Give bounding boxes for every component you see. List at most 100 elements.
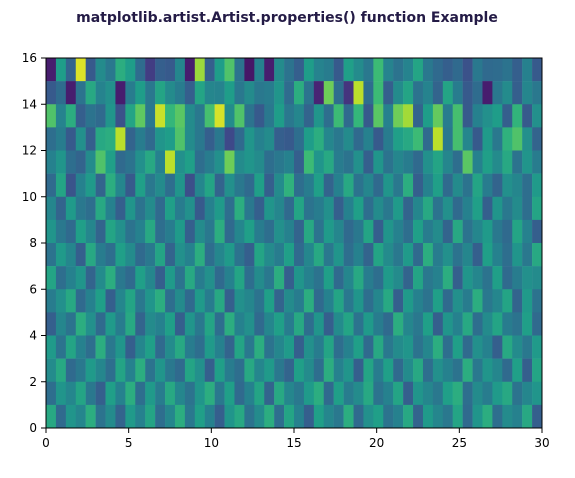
heatmap-cell (284, 150, 295, 174)
heatmap-cell (234, 104, 245, 128)
heatmap-cell (393, 335, 404, 359)
heatmap-cell (532, 127, 543, 151)
heatmap-cell (46, 289, 57, 313)
heatmap-cell (393, 289, 404, 313)
heatmap-cell (165, 243, 176, 267)
heatmap-cell (125, 335, 136, 359)
x-tick-label: 25 (452, 436, 467, 450)
heatmap-cell (363, 335, 374, 359)
heatmap-cell (85, 266, 96, 290)
heatmap-cell (65, 127, 77, 151)
heatmap-cell (353, 81, 364, 105)
heatmap-cell (75, 81, 86, 105)
heatmap-cell (224, 358, 235, 382)
heatmap-cell (75, 289, 86, 313)
heatmap-cell (224, 173, 235, 197)
heatmap-cell (65, 196, 77, 221)
heatmap-cell (532, 312, 543, 336)
heatmap-cell (46, 58, 57, 82)
heatmap-cell (403, 335, 414, 359)
heatmap-cell (313, 104, 325, 128)
heatmap-cell (284, 266, 295, 290)
heatmap-cell (373, 150, 384, 174)
heatmap-cell (383, 404, 394, 429)
heatmap-cell (274, 358, 285, 382)
heatmap-cell (204, 104, 215, 128)
heatmap-cell (472, 150, 483, 174)
heatmap-cell (522, 243, 533, 267)
heatmap-cell (254, 196, 265, 221)
heatmap-cell (383, 289, 394, 313)
heatmap-cell (413, 150, 424, 174)
heatmap-cell (482, 58, 493, 82)
heatmap-cell (95, 58, 106, 82)
heatmap-cell (244, 58, 255, 82)
heatmap-cell (184, 196, 196, 221)
heatmap-cell (422, 104, 434, 128)
heatmap-cell (274, 173, 285, 197)
heatmap-cell (363, 81, 374, 105)
heatmap-cell (55, 289, 67, 313)
heatmap-cell (532, 266, 543, 290)
heatmap-cell (532, 404, 543, 429)
heatmap-cell (214, 358, 225, 382)
heatmap-cell (204, 381, 215, 406)
heatmap-cell (482, 127, 493, 151)
heatmap-cell (313, 381, 325, 406)
heatmap-cell (65, 81, 77, 105)
heatmap-cell (502, 150, 513, 174)
heatmap-cell (174, 81, 186, 105)
heatmap-cell (383, 335, 394, 359)
heatmap-cell (294, 173, 305, 197)
heatmap-cell (244, 381, 255, 406)
heatmap-cell (422, 266, 434, 290)
heatmap-cell (462, 404, 473, 429)
heatmap-cell (363, 219, 374, 244)
heatmap-cell (373, 196, 384, 221)
heatmap-cell (482, 104, 493, 128)
heatmap-cell (422, 173, 434, 197)
heatmap-cell (522, 81, 533, 105)
heatmap-cell (323, 150, 334, 174)
heatmap-cell (472, 381, 483, 406)
heatmap-cell (135, 104, 146, 128)
heatmap-cell (333, 266, 344, 290)
heatmap-cell (155, 381, 166, 406)
heatmap-cell (274, 127, 285, 151)
heatmap-cell (224, 81, 235, 105)
heatmap-cell (254, 289, 265, 313)
heatmap-cell (95, 81, 106, 105)
heatmap-cell (46, 150, 57, 174)
heatmap-cell (313, 312, 325, 336)
heatmap-cell (462, 219, 473, 244)
heatmap-cell (294, 104, 305, 128)
heatmap-cell (135, 266, 146, 290)
heatmap-cell (512, 358, 523, 382)
heatmap-cell (95, 150, 106, 174)
heatmap-cell (204, 150, 215, 174)
heatmap-cell (333, 243, 344, 267)
heatmap-cell (442, 150, 453, 174)
heatmap-cell (532, 381, 543, 406)
heatmap-cell (254, 219, 265, 244)
heatmap-cell (422, 58, 434, 82)
heatmap-cell (313, 150, 325, 174)
heatmap-cell (75, 104, 86, 128)
y-tick-label: 6 (29, 282, 37, 296)
heatmap-cell (492, 196, 503, 221)
y-tick-label: 0 (29, 421, 37, 435)
heatmap-cell (462, 243, 473, 267)
heatmap-cell (373, 173, 384, 197)
heatmap-cell (204, 127, 215, 151)
heatmap-cell (85, 289, 96, 313)
heatmap-cell (194, 104, 205, 128)
heatmap-cell (105, 196, 116, 221)
heatmap-cell (254, 358, 265, 382)
heatmap-cell (403, 289, 414, 313)
heatmap-cell (264, 58, 275, 82)
heatmap-cell (353, 196, 364, 221)
heatmap-cell (115, 358, 126, 382)
heatmap-cell (165, 58, 176, 82)
heatmap-cell (55, 81, 67, 105)
